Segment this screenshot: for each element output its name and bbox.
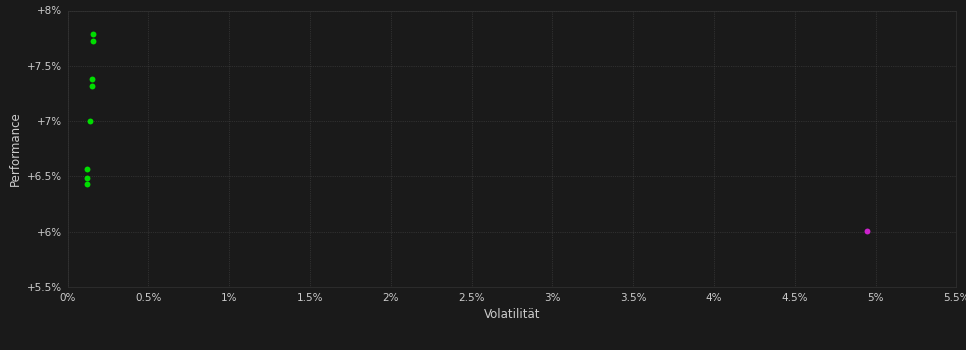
- Point: [84, 76, 99, 81]
- Point: [860, 228, 875, 234]
- Point: [85, 38, 100, 44]
- Y-axis label: Performance: Performance: [9, 111, 21, 186]
- Point: [79, 175, 95, 180]
- Point: [82, 118, 98, 123]
- X-axis label: Volatilität: Volatilität: [484, 308, 540, 321]
- Point: [79, 166, 95, 172]
- Point: [85, 32, 100, 37]
- Point: [79, 181, 95, 187]
- Point: [84, 83, 99, 89]
